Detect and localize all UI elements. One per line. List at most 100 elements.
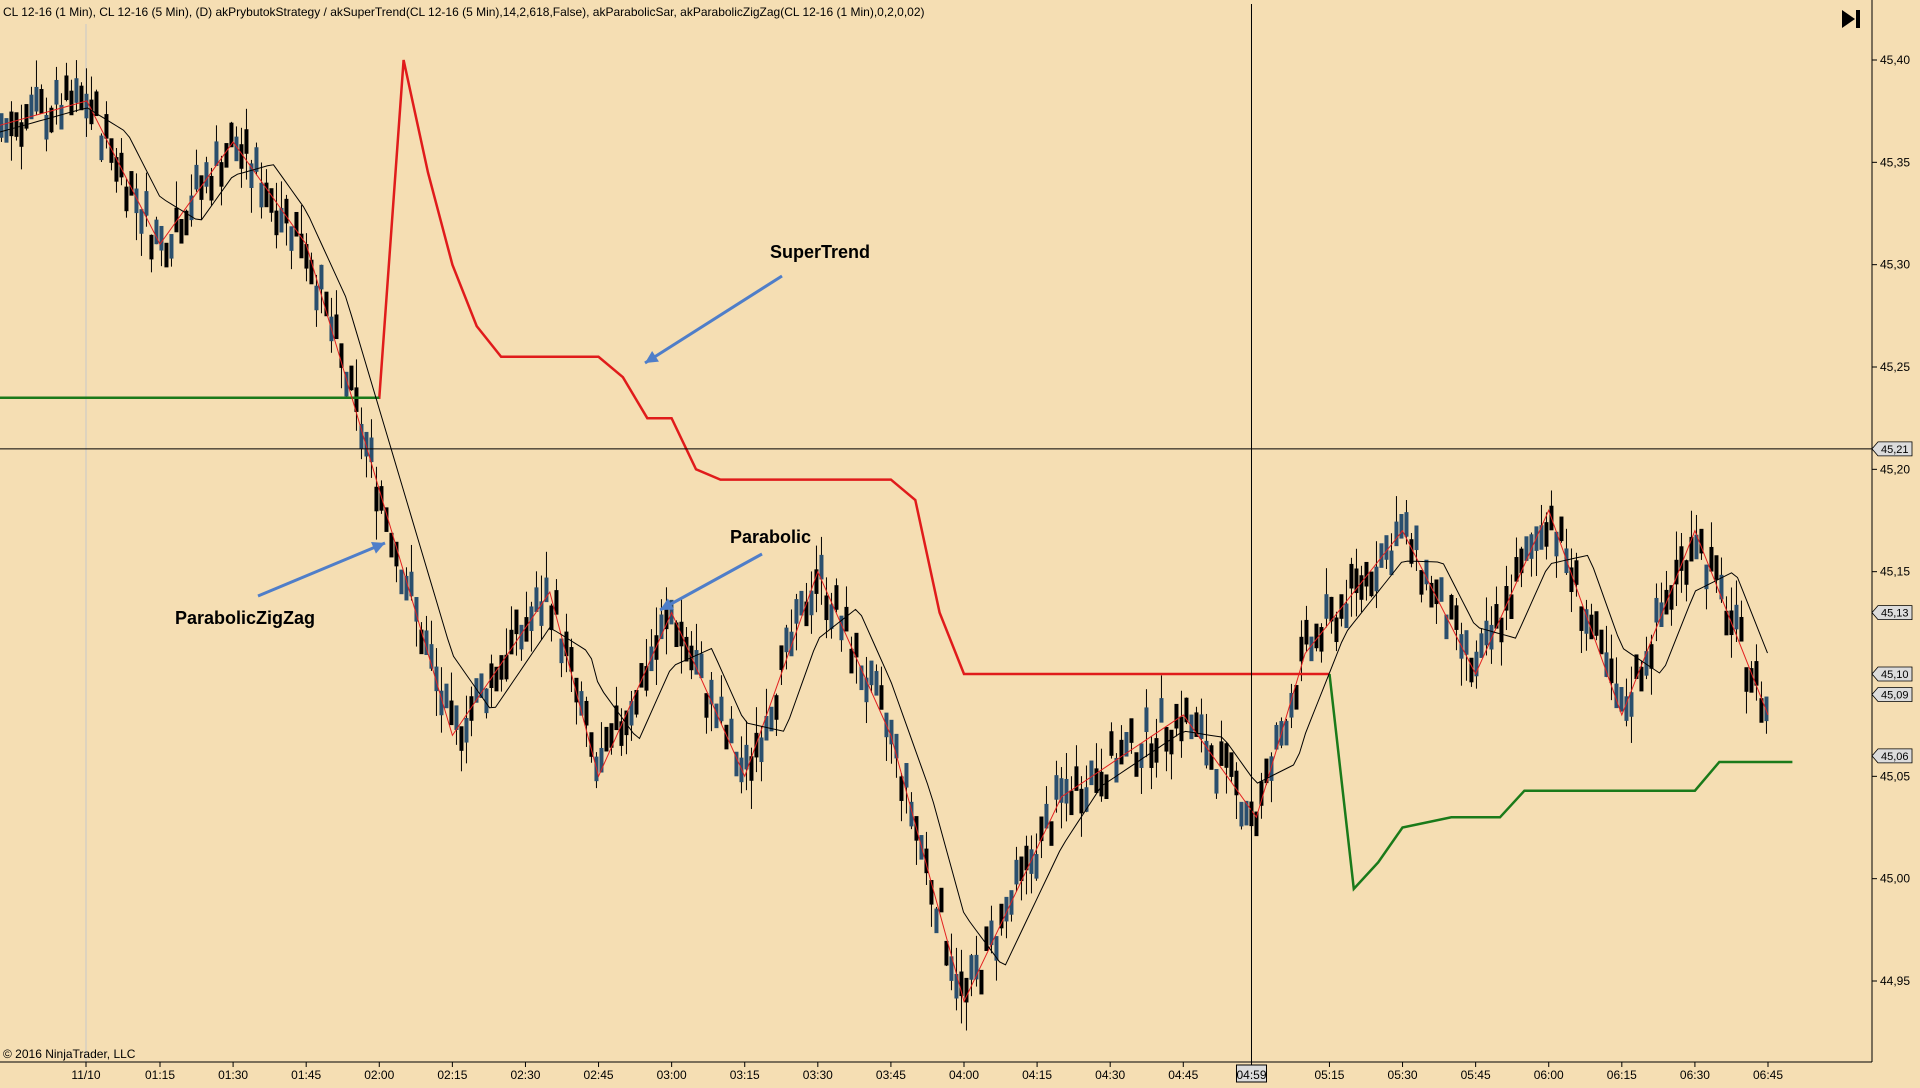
price-bar bbox=[1634, 654, 1639, 679]
price-bar bbox=[989, 905, 994, 954]
price-bar bbox=[499, 655, 504, 692]
price-bar bbox=[134, 173, 139, 241]
price-bar bbox=[519, 624, 524, 661]
price-bar bbox=[274, 182, 279, 249]
price-bar bbox=[934, 906, 939, 934]
price-bar bbox=[1179, 690, 1184, 758]
price-bar bbox=[944, 940, 949, 967]
price-bar bbox=[804, 582, 809, 627]
price-bar bbox=[734, 751, 739, 777]
price-bar bbox=[1029, 835, 1034, 894]
price-bar bbox=[459, 726, 464, 772]
price-bar bbox=[839, 615, 844, 652]
supertrend-annotation: SuperTrend bbox=[770, 242, 870, 262]
price-bar bbox=[1274, 722, 1279, 750]
price-bar bbox=[509, 606, 514, 655]
price-bar bbox=[1724, 596, 1729, 636]
y-tick-label: 45,35 bbox=[1880, 155, 1910, 169]
price-bar bbox=[1649, 634, 1654, 695]
price-bar bbox=[1544, 512, 1549, 560]
price-bar bbox=[834, 578, 839, 613]
price-bar bbox=[659, 599, 664, 640]
price-bar bbox=[954, 947, 959, 1011]
price-marker-label: 45,09 bbox=[1881, 689, 1909, 701]
price-bar bbox=[779, 645, 784, 686]
price-bar bbox=[1094, 743, 1099, 793]
series-paraboliczigzag bbox=[0, 100, 1769, 1003]
price-bar bbox=[164, 242, 169, 268]
y-tick-label: 45,05 bbox=[1880, 769, 1910, 783]
price-bar bbox=[799, 590, 804, 616]
price-bar bbox=[974, 935, 979, 987]
price-bar bbox=[1154, 718, 1159, 778]
price-bar bbox=[929, 880, 934, 927]
price-bar bbox=[239, 127, 244, 188]
price-bar bbox=[1499, 617, 1504, 666]
price-bar bbox=[849, 636, 854, 674]
price-bar bbox=[204, 156, 209, 194]
price-bar bbox=[49, 105, 54, 134]
price-bar bbox=[1234, 762, 1239, 820]
price-bar bbox=[1049, 821, 1054, 846]
price-bar bbox=[1594, 611, 1599, 641]
price-bar bbox=[1054, 760, 1059, 813]
price-bar bbox=[549, 603, 554, 642]
price-bar bbox=[399, 569, 404, 595]
price-bar bbox=[349, 365, 354, 391]
price-bar bbox=[1309, 636, 1314, 662]
price-bar bbox=[1124, 732, 1129, 757]
price-bar bbox=[569, 638, 574, 693]
crosshair-time-box bbox=[1235, 1064, 1267, 1083]
price-bar bbox=[1759, 681, 1764, 723]
price-bar bbox=[754, 707, 759, 773]
price-bar bbox=[124, 178, 129, 218]
price-bar bbox=[724, 724, 729, 750]
x-tick-label: 04:30 bbox=[1095, 1068, 1125, 1082]
price-marker-label: 45,21 bbox=[1881, 444, 1909, 456]
price-marker-box bbox=[1871, 666, 1913, 682]
price-bar bbox=[1719, 557, 1724, 603]
price-bar bbox=[1369, 571, 1374, 598]
price-bar bbox=[1654, 583, 1659, 642]
price-bar bbox=[1604, 625, 1609, 678]
price-bar bbox=[544, 551, 549, 603]
price-bar bbox=[469, 686, 474, 737]
price-marker-label: 45,13 bbox=[1881, 608, 1909, 620]
price-bar bbox=[1414, 525, 1419, 571]
price-bar bbox=[1704, 564, 1709, 610]
price-bar bbox=[694, 623, 699, 675]
price-bar bbox=[1734, 580, 1739, 642]
price-bar bbox=[1119, 725, 1124, 765]
price-bar bbox=[784, 624, 789, 670]
price-bar bbox=[1159, 675, 1164, 723]
price-bar bbox=[444, 683, 449, 709]
price-bar bbox=[1389, 533, 1394, 576]
price-bar bbox=[1089, 760, 1094, 786]
price-bar bbox=[1444, 614, 1449, 640]
price-bar bbox=[104, 101, 109, 149]
price-bar bbox=[359, 407, 364, 460]
price-bar bbox=[794, 593, 799, 651]
price-bar bbox=[1004, 896, 1009, 939]
price-bar bbox=[494, 666, 499, 692]
parabolic-zigzag-annotation: ParabolicZigZag bbox=[175, 608, 315, 628]
price-bar bbox=[1754, 644, 1759, 701]
price-bar bbox=[1069, 776, 1074, 816]
price-bar bbox=[1319, 623, 1324, 663]
y-tick-label: 45,00 bbox=[1880, 872, 1910, 886]
price-bar bbox=[249, 159, 254, 213]
price-bar bbox=[869, 660, 874, 693]
skip-to-end-icon[interactable] bbox=[1842, 10, 1860, 28]
price-bar bbox=[539, 575, 544, 640]
x-tick-label: 05:30 bbox=[1388, 1068, 1418, 1082]
price-bar bbox=[1539, 504, 1544, 550]
price-bar bbox=[34, 60, 39, 115]
price-bar bbox=[534, 571, 539, 612]
price-bar bbox=[1269, 752, 1274, 803]
price-bar bbox=[1404, 500, 1409, 545]
price-bar bbox=[279, 181, 284, 233]
price-marker-box bbox=[1871, 748, 1913, 764]
price-marker-box bbox=[1871, 605, 1913, 620]
